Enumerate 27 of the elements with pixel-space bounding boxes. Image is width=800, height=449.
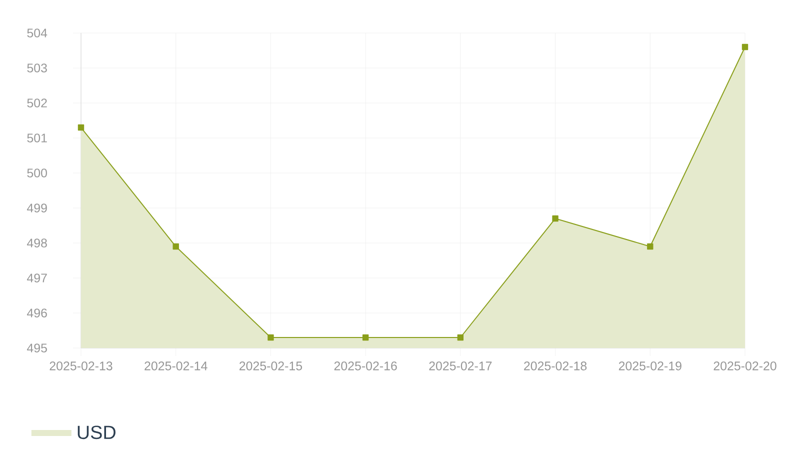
y-tick-label: 499 — [26, 204, 47, 212]
x-tick-label: 2025-02-15 — [239, 362, 302, 370]
x-tick-label: 2025-02-20 — [714, 362, 776, 370]
point — [78, 124, 84, 131]
y-tick-label: 500 — [27, 168, 47, 178]
y-tick-label: 495 — [26, 344, 47, 352]
x-tick-label: 2025-02-16 — [334, 362, 397, 370]
point — [172, 243, 179, 250]
point — [457, 334, 464, 341]
x-tick-label: 2025-02-17 — [429, 362, 492, 370]
y-tick-label: 496 — [26, 308, 47, 318]
point — [647, 243, 654, 250]
y-tick-label: 504 — [27, 28, 48, 38]
y-tick-label: 498 — [26, 238, 47, 248]
y-tick-label: 503 — [27, 64, 47, 72]
y-tick-label: 497 — [26, 274, 47, 282]
point — [362, 334, 369, 341]
x-tick-label: 2025-02-14 — [144, 362, 208, 370]
y-tick-label: 501 — [27, 134, 47, 142]
point — [742, 44, 748, 50]
y-tick-label: 502 — [27, 98, 47, 108]
point — [552, 215, 558, 222]
x-tick-label: 2025-02-18 — [524, 362, 587, 370]
legend-label: USD — [78, 426, 116, 440]
x-tick-label: 2025-02-19 — [618, 362, 682, 370]
x-tick-label: 2025-02-13 — [50, 362, 112, 370]
point — [268, 334, 274, 341]
